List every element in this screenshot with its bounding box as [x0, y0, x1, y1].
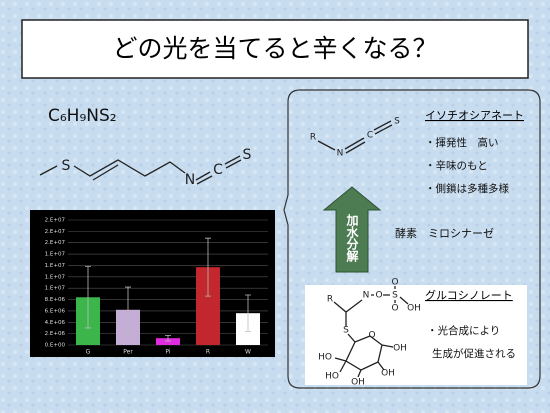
allyl-structure: S N C S — [39, 147, 252, 188]
atom: C — [213, 162, 223, 178]
atom: HO — [325, 372, 339, 382]
atom: O — [368, 331, 375, 341]
atom: OH — [351, 378, 365, 388]
y-tick-label: 8.E+06 — [45, 297, 66, 303]
atom: S — [243, 147, 252, 163]
y-tick-label: 2.E+07 — [45, 229, 66, 235]
y-tick-label: 1.E+07 — [45, 252, 66, 258]
x-tick-label: G — [86, 349, 91, 356]
slide-title: どの光を当てると辛くなる？ — [112, 34, 437, 63]
atom: N — [363, 291, 370, 301]
double-bond — [92, 164, 119, 181]
atom: OH — [381, 369, 395, 379]
bonds — [39, 155, 242, 185]
atom: O — [391, 304, 398, 314]
y-tick-label: 4.E+06 — [45, 320, 66, 326]
chart: 0.E+00 2.E+06 4.E+06 6.E+06 8.E+06 1.E+07 1.E+… — [45, 218, 268, 356]
point: ・光合成により — [427, 324, 500, 337]
atom: R — [327, 295, 333, 305]
chart-background — [30, 210, 275, 357]
bonds — [317, 120, 393, 154]
y-tick-label: 2.E+07 — [45, 218, 66, 224]
glucosinolate-heading: グルコシノレート — [425, 288, 513, 302]
atom: S — [394, 117, 400, 127]
y-tick-label: 1.E+07 — [45, 263, 66, 269]
atom: OH — [393, 344, 407, 354]
title-box — [21, 19, 529, 79]
glucosinolate-structure: R N O S O O OH S O OH HO OH HO OH — [318, 278, 421, 388]
y-tick-label: 6.E+06 — [45, 308, 66, 314]
x-tick-label: Pi — [165, 349, 170, 356]
y-tick-label: 2.E+06 — [45, 331, 66, 337]
atom: R — [310, 133, 316, 143]
point: ・揮発性 高い — [425, 136, 499, 149]
y-tick-label: 1.E+07 — [45, 286, 66, 292]
x-tick-label: Per — [123, 349, 133, 356]
atom: O — [391, 278, 398, 288]
atom: S — [392, 291, 398, 301]
atom: O — [375, 291, 382, 301]
y-tick-label: 2.E+07 — [45, 240, 66, 246]
atom: S — [62, 158, 71, 174]
error-bar — [205, 237, 211, 297]
isothiocyanate-heading: イソチオシアネート — [425, 109, 524, 122]
error-bar — [245, 294, 251, 332]
arrow-label: 加水分解 — [345, 213, 359, 263]
x-tick-label: W — [245, 349, 251, 356]
atom: OH — [407, 304, 421, 314]
point: 生成が促進される — [432, 347, 516, 360]
bar — [156, 338, 180, 345]
atom: S — [343, 326, 349, 336]
x-tick-label: R — [206, 349, 210, 356]
enzyme: 酵素 ミロシナーゼ — [395, 227, 494, 240]
y-tick-label: 0.E+00 — [45, 343, 66, 349]
point: ・側鎖は多種多様 — [425, 182, 509, 195]
error-bar — [85, 266, 91, 329]
error-bar — [125, 286, 131, 333]
atom: N — [185, 172, 195, 188]
arrow — [322, 186, 382, 273]
isothiocyanate-structure: R N C S — [310, 117, 400, 159]
atom: N — [337, 149, 344, 159]
atom: HO — [318, 353, 332, 363]
formula: C₆H₉NS₂ — [48, 106, 117, 126]
bonds — [333, 286, 409, 378]
y-tick-label: 1.E+07 — [45, 274, 66, 280]
point: ・辛味のもと — [425, 159, 488, 172]
error-bar — [165, 334, 171, 342]
atom: C — [367, 131, 373, 141]
callout — [283, 89, 541, 389]
